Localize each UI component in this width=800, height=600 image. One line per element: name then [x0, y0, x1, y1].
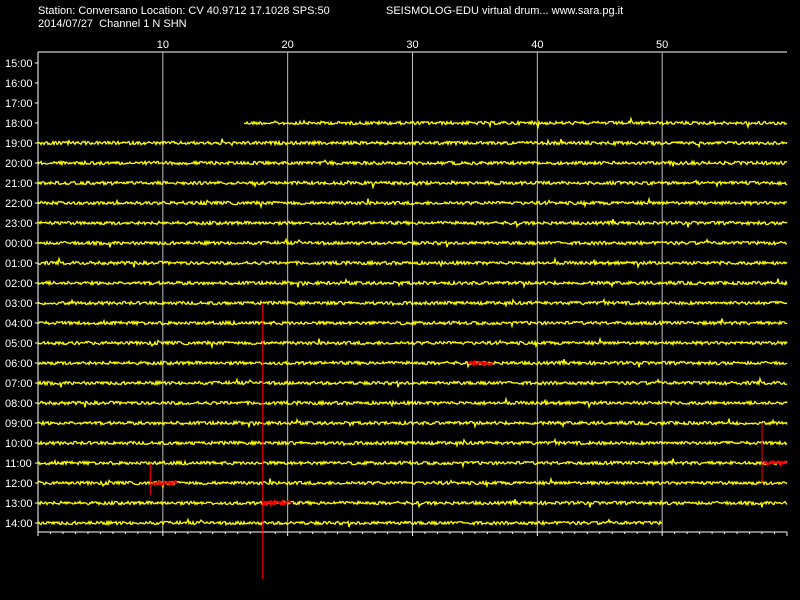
event-markers	[149, 303, 788, 579]
trace-05-00	[37, 336, 788, 350]
trace-01-00	[37, 256, 788, 270]
trace-13-00	[37, 499, 788, 509]
hour-label: 20:00	[5, 158, 33, 170]
hour-label: 11:00	[5, 458, 32, 470]
trace-18-00	[243, 116, 788, 130]
trace-06-00	[37, 359, 788, 369]
hour-label: 06:00	[5, 358, 33, 370]
trace-07-00	[37, 376, 788, 388]
minute-tick-label: 10	[157, 39, 169, 51]
station-info-text: Station: Conversano Location: CV 40.9712…	[38, 5, 330, 17]
hour-label: 04:00	[5, 318, 33, 330]
hour-label: 10:00	[5, 438, 33, 450]
event-marker	[763, 459, 788, 468]
hour-label: 15:00	[5, 58, 33, 70]
hour-label: 21:00	[5, 178, 33, 190]
trace-10-00	[37, 437, 788, 448]
trace-12-00	[37, 476, 788, 490]
hour-label: 22:00	[5, 198, 33, 210]
trace-11-00	[37, 458, 788, 469]
hour-label: 23:00	[5, 218, 33, 230]
minute-tick-label: 20	[282, 39, 294, 51]
hour-label: 08:00	[5, 398, 33, 410]
seismic-traces	[37, 116, 788, 528]
trace-02-00	[37, 277, 788, 289]
trace-23-00	[37, 219, 788, 229]
event-marker	[151, 480, 178, 487]
hour-label: 07:00	[5, 378, 33, 390]
drum-grid	[35, 51, 788, 536]
trace-20-00	[37, 159, 788, 167]
hour-label: 18:00	[5, 118, 33, 130]
hour-label: 14:00	[5, 518, 33, 530]
trace-22-00	[37, 196, 787, 210]
hour-label: 01:00	[5, 258, 33, 270]
hour-label: 17:00	[5, 98, 33, 110]
hour-label: 03:00	[5, 298, 33, 310]
trace-09-00	[37, 417, 788, 429]
trace-00-00	[38, 237, 787, 248]
hour-label: 00:00	[5, 238, 33, 250]
minute-tick-label: 50	[656, 39, 668, 51]
trace-19-00	[37, 138, 788, 149]
hour-label: 12:00	[5, 478, 33, 490]
event-marker	[261, 498, 292, 508]
app-title-text: SEISMOLOG-EDU virtual drum... www.sara.p…	[386, 5, 624, 17]
minute-tick-labels: 10 20 30 40 50	[157, 39, 669, 51]
trace-14-00	[37, 517, 663, 528]
minute-tick-label: 40	[531, 39, 543, 51]
hour-label: 02:00	[5, 278, 33, 290]
hour-label: 19:00	[5, 138, 33, 150]
date-channel-text: 2014/07/27 Channel 1 N SHN	[38, 18, 187, 30]
hour-labels: 15:00 16:00 17:00 18:00 19:00 20:00 21:00 22:00…	[5, 58, 33, 530]
hour-label: 05:00	[5, 338, 33, 350]
event-marker	[467, 359, 494, 368]
trace-08-00	[37, 396, 788, 410]
minute-tick-label: 30	[406, 39, 418, 51]
trace-03-00	[37, 297, 788, 308]
trace-21-00	[37, 179, 788, 190]
hour-label: 16:00	[5, 78, 33, 90]
hour-label: 09:00	[5, 418, 33, 430]
trace-04-00	[37, 318, 788, 329]
hour-label: 13:00	[5, 498, 33, 510]
